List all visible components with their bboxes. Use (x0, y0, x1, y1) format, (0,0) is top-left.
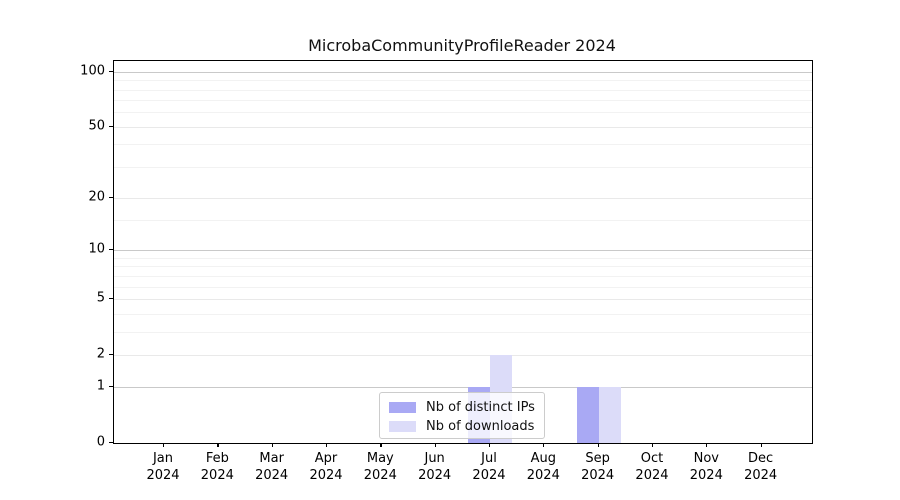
plot-area: Nb of distinct IPs Nb of downloads (113, 60, 813, 444)
chart-title: MicrobaCommunityProfileReader 2024 (308, 36, 616, 55)
major-gridline (114, 198, 812, 200)
minor-gridline (114, 286, 812, 288)
x-tick-label: Sep 2024 (581, 451, 615, 483)
x-tick-mark (651, 443, 654, 447)
minor-gridline (114, 112, 812, 114)
x-tick-mark (217, 443, 219, 447)
y-tick-label: 0 (96, 434, 105, 450)
major-gridline (114, 71, 812, 73)
y-tick-mark (109, 297, 113, 300)
legend-row-distinct-ips: Nb of distinct IPs (389, 399, 535, 416)
y-tick-label: 10 (88, 241, 105, 257)
major-gridline (114, 387, 812, 389)
y-tick-label: 2 (96, 346, 105, 362)
y-tick-mark (109, 442, 113, 444)
minor-gridline (114, 144, 812, 146)
y-tick-label: 20 (88, 189, 105, 205)
y-tick-mark (109, 125, 113, 128)
major-gridline (114, 250, 812, 252)
legend-label-downloads: Nb of downloads (426, 419, 535, 434)
y-tick-label: 1 (96, 378, 105, 394)
minor-gridline (114, 313, 812, 315)
major-gridline (114, 354, 812, 356)
x-tick-mark (434, 443, 436, 447)
x-tick-mark (760, 443, 762, 447)
legend-swatch-downloads (389, 421, 416, 432)
minor-gridline (114, 166, 812, 168)
x-tick-label: Apr 2024 (309, 451, 343, 483)
x-tick-mark (488, 443, 491, 447)
minor-gridline (114, 257, 812, 259)
x-tick-mark (380, 443, 382, 447)
legend-swatch-distinct-ips (389, 402, 416, 413)
minor-gridline (114, 220, 812, 222)
x-tick-label: Oct 2024 (635, 451, 669, 483)
legend-label-distinct-ips: Nb of distinct IPs (426, 400, 535, 415)
x-tick-label: May 2024 (363, 451, 397, 483)
x-tick-mark (271, 443, 273, 447)
legend: Nb of distinct IPs Nb of downloads (379, 392, 545, 439)
minor-gridline (114, 89, 812, 91)
x-tick-label: Aug 2024 (526, 451, 560, 483)
bar-distinct-ips-sep (576, 387, 599, 443)
y-tick-label: 5 (96, 290, 105, 306)
minor-gridline (114, 331, 812, 333)
x-tick-label: Dec 2024 (744, 451, 778, 483)
y-tick-label: 100 (80, 63, 105, 79)
x-tick-mark (597, 443, 599, 447)
x-tick-label: Jun 2024 (418, 451, 452, 483)
x-tick-label: Jan 2024 (146, 451, 180, 483)
x-tick-mark (163, 443, 165, 447)
y-tick-mark (109, 386, 113, 388)
minor-gridline (114, 266, 812, 268)
minor-gridline (114, 100, 812, 102)
x-tick-label: Nov 2024 (689, 451, 723, 483)
y-tick-mark (109, 353, 113, 355)
bar-downloads-sep (598, 387, 621, 443)
minor-gridline (114, 80, 812, 82)
x-tick-label: Mar 2024 (255, 451, 289, 483)
y-tick-label: 50 (88, 118, 105, 134)
minor-gridline (114, 275, 812, 277)
x-tick-mark (543, 443, 545, 447)
y-tick-mark (109, 70, 113, 73)
x-tick-label: Feb 2024 (200, 451, 234, 483)
x-tick-mark (325, 443, 328, 447)
legend-row-downloads: Nb of downloads (389, 418, 535, 435)
major-gridline (114, 298, 812, 300)
y-tick-mark (109, 197, 113, 199)
y-tick-mark (109, 249, 113, 251)
x-tick-label: Jul 2024 (472, 451, 506, 483)
major-gridline (114, 126, 812, 128)
x-tick-mark (706, 443, 708, 447)
